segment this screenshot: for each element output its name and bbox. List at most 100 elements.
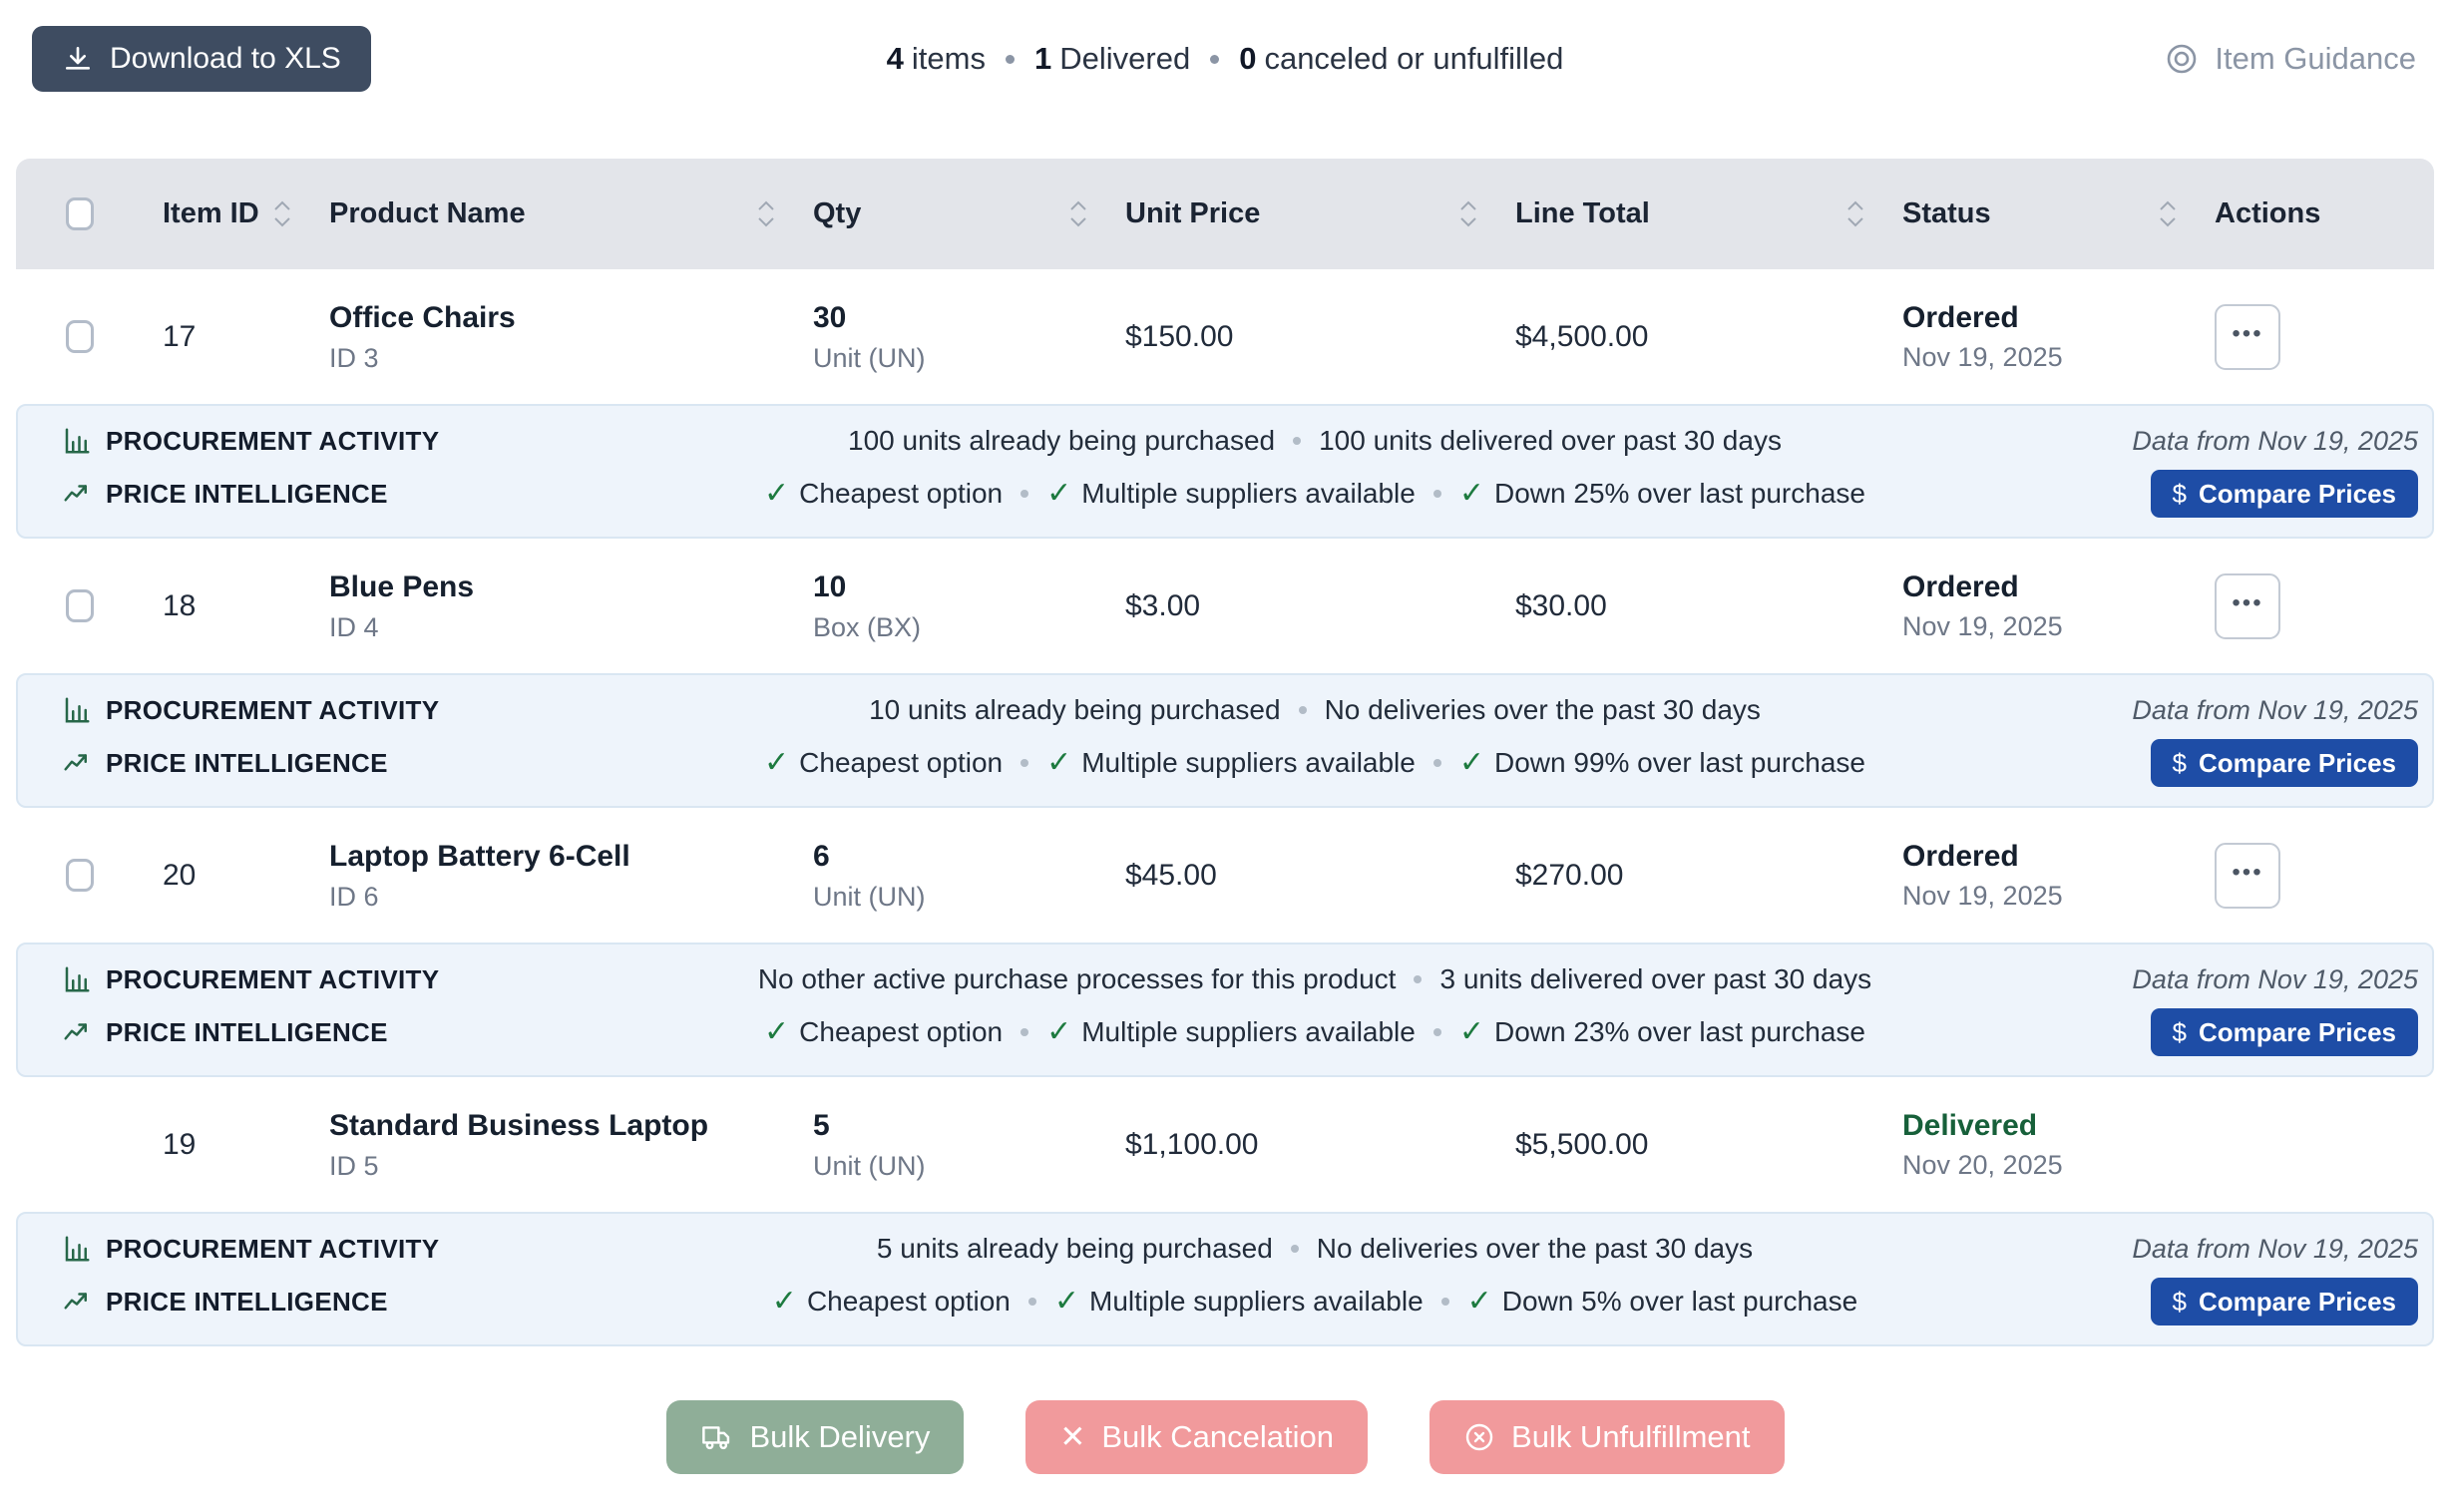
product-id: ID 3: [329, 342, 379, 373]
bar-chart-icon: [62, 426, 92, 456]
check-icon: ✓: [1046, 746, 1072, 779]
header-product-name[interactable]: Product Name: [309, 159, 793, 269]
procurement-activity-label: PROCUREMENT ACTIVITY: [106, 694, 440, 725]
qty-value: 10: [813, 569, 847, 603]
bulk-cancelation-button[interactable]: ✕ Bulk Cancelation: [1025, 1400, 1369, 1474]
price-intelligence-label-group: PRICE INTELLIGENCE: [62, 479, 501, 510]
dot-separator: [1432, 1028, 1441, 1036]
check-icon: ✓: [1458, 746, 1484, 779]
insight-panel: PROCUREMENT ACTIVITY 5 units already bei…: [16, 1212, 2434, 1346]
status-badge: Delivered: [1902, 1108, 2038, 1142]
dollar-icon: $: [2172, 1286, 2188, 1317]
row-checkbox[interactable]: [65, 320, 94, 353]
row-actions-button[interactable]: •••: [2215, 572, 2280, 639]
bulk-delivery-button[interactable]: Bulk Delivery: [665, 1400, 965, 1474]
items-count: 4: [886, 41, 904, 76]
qty-unit: Box (BX): [813, 611, 922, 642]
download-xls-button[interactable]: Download to XLS: [32, 26, 371, 92]
insight-panel: PROCUREMENT ACTIVITY 10 units already be…: [16, 673, 2434, 808]
bulk-unfulfillment-button[interactable]: Bulk Unfulfillment: [1429, 1400, 1785, 1474]
download-xls-label: Download to XLS: [110, 42, 341, 75]
sort-icon[interactable]: [273, 200, 291, 227]
qty-cell: 6 Unit (UN): [793, 839, 1105, 913]
qty-value: 6: [813, 839, 830, 873]
items-label: items: [911, 41, 986, 76]
header-unit-price[interactable]: Unit Price: [1105, 159, 1495, 269]
price-intelligence-label: PRICE INTELLIGENCE: [106, 747, 388, 778]
status-date: Nov 20, 2025: [1902, 1149, 2063, 1180]
line-total: $270.00: [1515, 858, 1624, 892]
qty-cell: 10 Box (BX): [793, 569, 1105, 643]
delivered-count: 1: [1034, 41, 1052, 76]
table-row: 20 Laptop Battery 6-Cell ID 6 6 Unit (UN…: [16, 808, 2434, 943]
product-name: Laptop Battery 6-Cell: [329, 839, 630, 873]
item-guidance-label: Item Guidance: [2215, 41, 2416, 76]
ellipsis-icon: •••: [2232, 319, 2263, 347]
dot-separator: [1432, 490, 1441, 498]
sort-icon[interactable]: [2159, 200, 2177, 227]
sort-icon[interactable]: [757, 200, 775, 227]
header-item-id[interactable]: Item ID: [143, 159, 309, 269]
row-actions-button[interactable]: •••: [2215, 303, 2280, 370]
status-date: Nov 19, 2025: [1902, 341, 2063, 372]
dot-separator: [1210, 54, 1220, 64]
sort-icon[interactable]: [1069, 200, 1087, 227]
procurement-activity-row: PROCUREMENT ACTIVITY 100 units already b…: [62, 425, 2418, 457]
item-id: 19: [163, 1127, 197, 1161]
unit-price: $3.00: [1125, 588, 1201, 622]
header-line-total[interactable]: Line Total: [1495, 159, 1882, 269]
status-cell: Ordered Nov 19, 2025: [1882, 570, 2195, 642]
procurement-activity-label-group: PROCUREMENT ACTIVITY: [62, 1234, 501, 1265]
item-id: 18: [163, 588, 197, 622]
header-qty[interactable]: Qty: [793, 159, 1105, 269]
procurement-activity-row: PROCUREMENT ACTIVITY 10 units already be…: [62, 694, 2418, 726]
insight-panel: PROCUREMENT ACTIVITY No other active pur…: [16, 943, 2434, 1077]
dot-separator: [1021, 490, 1029, 498]
compare-prices-button[interactable]: $ Compare Prices: [2150, 470, 2418, 518]
header-status[interactable]: Status: [1882, 159, 2195, 269]
table-row: 19 Standard Business Laptop ID 5 5 Unit …: [16, 1077, 2434, 1212]
summary-delivered: 1 Delivered: [1034, 41, 1190, 77]
ellipsis-icon: •••: [2232, 858, 2263, 886]
compare-prices-button[interactable]: $ Compare Prices: [2150, 1008, 2418, 1056]
check-icon: ✓: [771, 1285, 797, 1318]
status-badge: Ordered: [1902, 300, 2019, 334]
product-name: Office Chairs: [329, 300, 516, 334]
procurement-activity-label: PROCUREMENT ACTIVITY: [106, 963, 440, 994]
procurement-activity-label: PROCUREMENT ACTIVITY: [106, 425, 440, 456]
status-cell: Ordered Nov 19, 2025: [1882, 301, 2195, 373]
row-actions-button[interactable]: •••: [2215, 842, 2280, 909]
product-id: ID 5: [329, 1150, 379, 1181]
summary-items: 4 items: [887, 41, 986, 77]
price-intelligence-text: ✓ Cheapest option ✓ Multiple suppliers ava…: [771, 1285, 1858, 1318]
price-intelligence-row: PRICE INTELLIGENCE ✓ Cheapest option ✓ Mul…: [62, 470, 2418, 518]
item-guidance-toggle[interactable]: Item Guidance: [2163, 0, 2416, 118]
price-intelligence-row: PRICE INTELLIGENCE ✓ Cheapest option ✓ Mul…: [62, 1278, 2418, 1325]
dot-separator: [1021, 1028, 1029, 1036]
compare-prices-button[interactable]: $ Compare Prices: [2150, 1278, 2418, 1325]
sort-icon[interactable]: [1459, 200, 1477, 227]
price-intelligence-label: PRICE INTELLIGENCE: [106, 478, 388, 509]
insight-panel: PROCUREMENT ACTIVITY 100 units already b…: [16, 404, 2434, 539]
line-total: $5,500.00: [1515, 1127, 1649, 1161]
row-checkbox[interactable]: [65, 589, 94, 622]
product-name: Standard Business Laptop: [329, 1108, 709, 1142]
dot-separator: [1290, 1245, 1299, 1253]
procurement-activity-label-group: PROCUREMENT ACTIVITY: [62, 964, 501, 995]
price-intelligence-text: ✓ Cheapest option ✓ Multiple suppliers ava…: [764, 477, 1865, 510]
qty-unit: Unit (UN): [813, 342, 926, 373]
dot-separator: [1027, 1298, 1036, 1306]
qty-unit: Unit (UN): [813, 1150, 926, 1181]
toolbar: Download to XLS 4 items 1 Delivered 0 ca…: [0, 0, 2450, 118]
table-row: 18 Blue Pens ID 4 10 Box (BX) $3.00 $30.…: [16, 539, 2434, 673]
dot-separator: [1440, 1298, 1449, 1306]
select-all-checkbox[interactable]: [65, 197, 94, 230]
row-checkbox[interactable]: [65, 859, 94, 892]
price-intelligence-text: ✓ Cheapest option ✓ Multiple suppliers ava…: [764, 1015, 1865, 1048]
compare-prices-button[interactable]: $ Compare Prices: [2150, 739, 2418, 787]
check-icon: ✓: [1466, 1285, 1492, 1318]
sort-icon[interactable]: [1846, 200, 1864, 227]
trend-up-icon: [62, 1017, 92, 1047]
check-icon: ✓: [1046, 477, 1072, 510]
eye-icon: [2163, 43, 2201, 75]
